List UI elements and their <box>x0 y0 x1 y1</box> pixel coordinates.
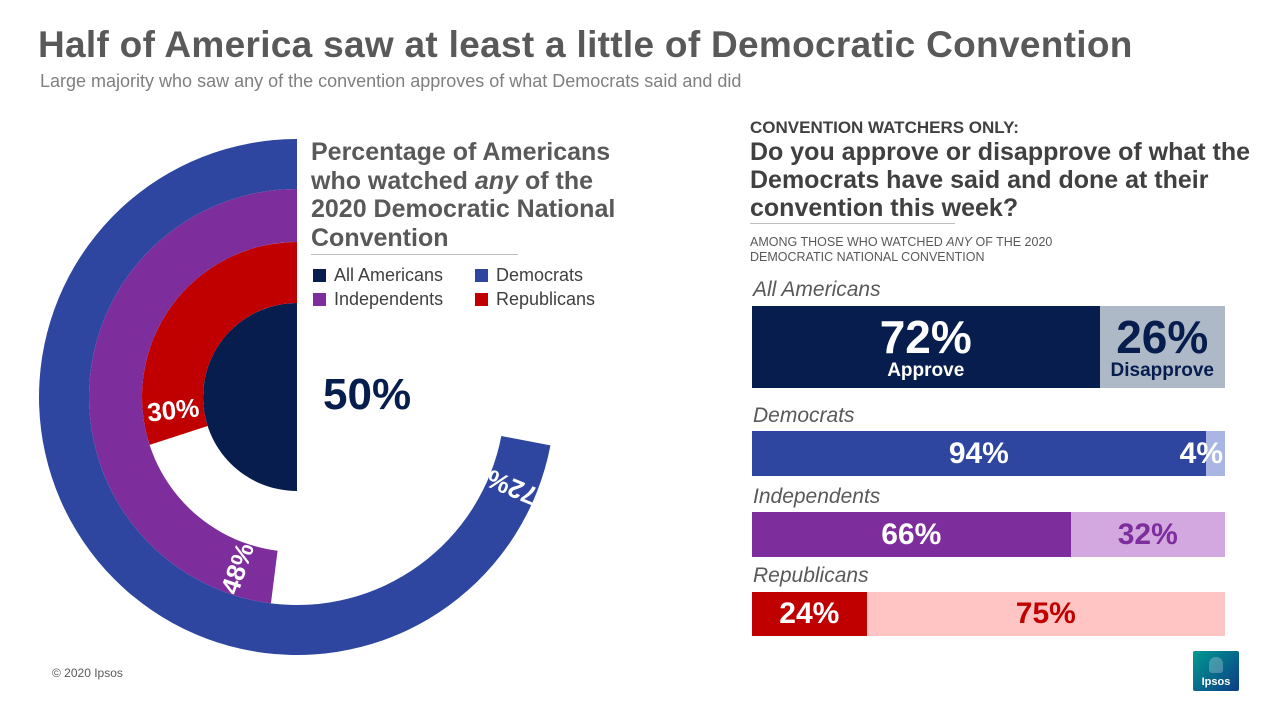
legend-item-democrats: Democrats <box>475 265 583 286</box>
bar-row-all-americans: 72% Approve 26% Disapprove <box>752 306 1225 388</box>
group-label-all-americans: All Americans <box>753 278 881 301</box>
approve-value: 66% <box>881 517 942 551</box>
arc-republicans <box>141 242 297 445</box>
group-label-independents: Independents <box>753 485 881 508</box>
copyright: © 2020 Ipsos <box>52 666 123 680</box>
approve-segment: 94% <box>752 431 1206 476</box>
approve-value: 72% <box>879 311 972 363</box>
approve-value: 24% <box>779 597 840 630</box>
approve-segment: 24% <box>752 592 867 636</box>
arc-all-americans <box>203 303 297 491</box>
bar-row-republicans: 24% 75% <box>752 592 1225 636</box>
ipsos-logo-mark-icon <box>1209 657 1223 673</box>
filter-label: CONVENTION WATCHERS ONLY: <box>750 118 1019 137</box>
disapprove-value: 75% <box>1015 597 1076 630</box>
chart-subtitle: Large majority who saw any of the conven… <box>40 71 742 91</box>
approve-value: 94% <box>948 436 1009 470</box>
group-label-republicans: Republicans <box>753 564 869 587</box>
approve-label: Approve <box>887 360 965 381</box>
donut-chart-title: Percentage of Americans who watched any … <box>311 138 616 252</box>
arc-label-republicans: 30% <box>146 392 201 427</box>
base-note: Among those who watched any of the 2020 … <box>750 235 1053 264</box>
disapprove-value: 4% <box>1179 436 1224 470</box>
chart-title: Half of America saw at least a little of… <box>38 24 1133 65</box>
ipsos-logo: Ipsos <box>1193 651 1239 691</box>
arc-independents <box>88 189 297 604</box>
group-label-democrats: Democrats <box>753 404 855 427</box>
legend-item-republicans: Republicans <box>475 289 595 310</box>
title-divider <box>311 254 518 255</box>
survey-question: Do you approve or disapprove of what the… <box>750 138 1251 222</box>
bar-row-democrats: 94% 4% <box>752 431 1225 476</box>
legend-swatch <box>475 269 488 282</box>
all-americans-value: 50% <box>323 370 412 419</box>
disapprove-segment: 32% <box>1070 512 1225 557</box>
disapprove-segment: 26% Disapprove <box>1099 306 1225 388</box>
legend-swatch <box>313 269 326 282</box>
question-divider <box>750 223 955 224</box>
approve-segment: 66% <box>752 512 1071 557</box>
legend-item-all-americans: All Americans <box>313 265 443 286</box>
disapprove-value: 32% <box>1117 517 1178 551</box>
disapprove-segment: 4% <box>1180 431 1225 476</box>
disapprove-label: Disapprove <box>1110 360 1214 381</box>
approve-segment: 72% Approve <box>752 306 1100 388</box>
legend-swatch <box>475 293 488 306</box>
disapprove-value: 26% <box>1116 311 1209 363</box>
disapprove-segment: 75% <box>866 592 1225 636</box>
legend-item-independents: Independents <box>313 289 443 310</box>
radial-bar-chart: 30%48%72% <box>38 139 551 656</box>
legend-swatch <box>313 293 326 306</box>
bar-row-independents: 66% 32% <box>752 512 1225 557</box>
